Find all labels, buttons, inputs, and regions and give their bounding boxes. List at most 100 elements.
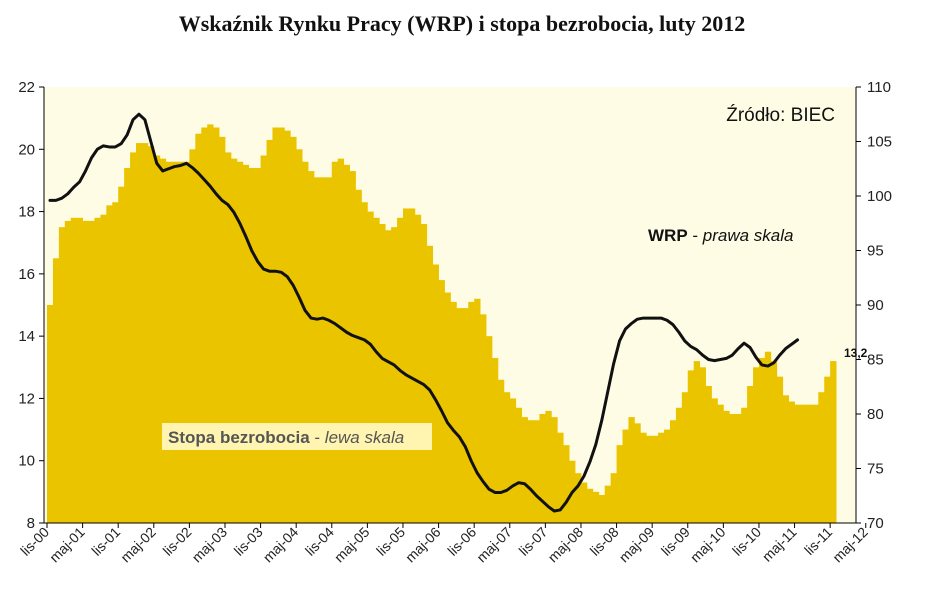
unemployment-bar bbox=[503, 392, 511, 523]
unemployment-bar bbox=[521, 417, 528, 523]
unemployment-bar bbox=[272, 127, 279, 524]
left-tick-label: 20 bbox=[18, 141, 35, 158]
unemployment-bar bbox=[379, 224, 386, 523]
unemployment-bar bbox=[729, 414, 736, 523]
unemployment-bar bbox=[153, 155, 161, 523]
unemployment-bar bbox=[616, 445, 623, 523]
unemployment-bar bbox=[735, 414, 742, 523]
unemployment-label-name: Stopa bezrobocia bbox=[168, 428, 310, 447]
unemployment-bar bbox=[260, 155, 267, 523]
unemployment-bar bbox=[76, 217, 83, 524]
unemployment-bar bbox=[373, 217, 380, 524]
unemployment-bar bbox=[592, 491, 600, 523]
left-tick-label: 18 bbox=[18, 204, 35, 221]
x-tick-label: maj-04 bbox=[260, 524, 302, 566]
right-tick-label: 75 bbox=[867, 461, 884, 478]
x-tick-label: maj-09 bbox=[616, 524, 658, 566]
unemployment-bar bbox=[610, 473, 617, 523]
x-tick-label: maj-01 bbox=[46, 524, 88, 566]
unemployment-bar bbox=[480, 314, 487, 523]
unemployment-bar bbox=[47, 305, 54, 523]
unemployment-bar bbox=[557, 432, 564, 523]
right-tick-label: 100 bbox=[867, 188, 892, 205]
svg-text:WRP - prawa skala: WRP - prawa skala bbox=[648, 226, 794, 245]
unemployment-bar bbox=[201, 127, 208, 524]
unemployment-bar bbox=[367, 211, 374, 523]
unemployment-bar bbox=[830, 361, 837, 523]
unemployment-bar bbox=[224, 152, 232, 523]
unemployment-bar bbox=[539, 414, 546, 523]
unemployment-bar bbox=[462, 308, 469, 523]
right-tick-label: 70 bbox=[867, 515, 884, 532]
unemployment-bar bbox=[325, 177, 333, 523]
svg-text:Stopa bezrobocia - lewa skala: Stopa bezrobocia - lewa skala bbox=[168, 428, 404, 447]
unemployment-bar bbox=[450, 301, 457, 523]
unemployment-bar bbox=[824, 376, 831, 523]
wrp-legend-label: WRP - prawa skala bbox=[648, 226, 794, 245]
unemployment-bar bbox=[355, 189, 362, 523]
unemployment-bar bbox=[438, 280, 445, 523]
unemployment-bar bbox=[628, 417, 635, 523]
x-tick-label: maj-08 bbox=[545, 524, 587, 566]
unemployment-bar bbox=[788, 401, 795, 523]
unemployment-bar bbox=[183, 161, 190, 524]
unemployment-bar bbox=[527, 420, 534, 523]
unemployment-bar bbox=[486, 336, 493, 523]
unemployment-bar bbox=[515, 407, 523, 523]
unemployment-bar bbox=[545, 410, 552, 523]
unemployment-bar bbox=[130, 152, 137, 523]
unemployment-bar bbox=[408, 208, 416, 523]
left-axis-ticks: 8 10 12 14 16 18 20 22 bbox=[18, 79, 44, 532]
unemployment-bar bbox=[580, 482, 588, 523]
unemployment-bar bbox=[319, 177, 327, 523]
unemployment-bar bbox=[693, 361, 701, 523]
x-tick-label: maj-06 bbox=[402, 524, 444, 566]
left-tick-label: 16 bbox=[18, 266, 35, 283]
unemployment-bar bbox=[141, 143, 149, 523]
unemployment-bar bbox=[177, 161, 184, 524]
unemployment-bar bbox=[586, 488, 594, 523]
unemployment-bar bbox=[705, 385, 712, 523]
unemployment-bar bbox=[669, 420, 677, 523]
unemployment-bar bbox=[711, 398, 718, 523]
unemployment-bar bbox=[563, 445, 570, 523]
left-tick-label: 22 bbox=[18, 79, 35, 96]
chart-title: Wskaźnik Rynku Pracy (WRP) i stopa bezro… bbox=[179, 11, 746, 36]
unemployment-bar bbox=[361, 202, 368, 524]
right-tick-label: 90 bbox=[867, 297, 884, 314]
last-value-annotation: 13,2 bbox=[844, 346, 868, 360]
unemployment-bar bbox=[331, 161, 339, 524]
unemployment-bar bbox=[782, 395, 790, 523]
unemployment-bar bbox=[290, 136, 297, 523]
unemployment-bar bbox=[776, 376, 784, 523]
unemployment-bar bbox=[349, 171, 356, 523]
unemployment-bar bbox=[604, 485, 612, 523]
right-tick-label: 80 bbox=[867, 406, 884, 423]
unemployment-bar bbox=[634, 423, 641, 523]
unemployment-bar bbox=[497, 379, 505, 523]
unemployment-bar bbox=[770, 361, 778, 523]
unemployment-bar bbox=[58, 227, 66, 523]
right-tick-label: 110 bbox=[867, 79, 891, 96]
unemployment-bar bbox=[509, 398, 517, 523]
unemployment-bar bbox=[230, 158, 238, 523]
unemployment-bar bbox=[764, 351, 772, 523]
x-tick-label: maj-03 bbox=[189, 524, 231, 566]
unemployment-label-suffix: lewa skala bbox=[325, 428, 404, 447]
unemployment-bar bbox=[414, 214, 422, 523]
unemployment-bar bbox=[64, 220, 72, 523]
unemployment-bar bbox=[658, 432, 665, 523]
unemployment-bar bbox=[343, 164, 350, 524]
left-tick-label: 10 bbox=[18, 453, 35, 470]
unemployment-bar bbox=[753, 367, 760, 523]
wrp-line bbox=[48, 112, 800, 513]
unemployment-bar bbox=[118, 186, 125, 523]
unemployment-bar bbox=[456, 308, 463, 523]
unemployment-bar bbox=[124, 167, 131, 523]
unemployment-bar bbox=[189, 149, 196, 524]
unemployment-bar bbox=[681, 392, 689, 523]
unemployment-bar bbox=[242, 164, 250, 524]
wrp-line-group bbox=[48, 112, 800, 513]
unemployment-bar bbox=[385, 230, 392, 523]
